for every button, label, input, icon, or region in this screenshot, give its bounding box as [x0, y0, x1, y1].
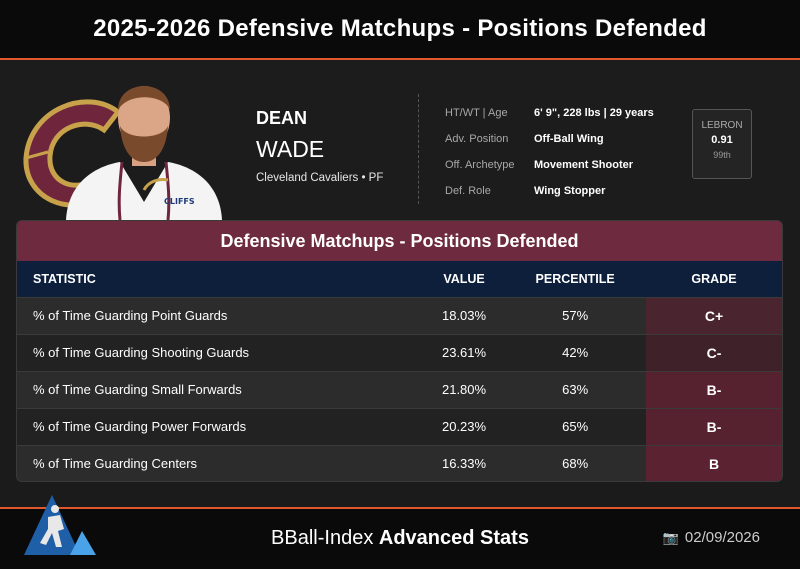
- table-row: % of Time Guarding Power Forwards 20.23%…: [17, 408, 782, 445]
- stat-percentile: 63%: [562, 382, 589, 397]
- stat-name: % of Time Guarding Shooting Guards: [33, 345, 250, 360]
- stat-value: 21.80%: [441, 382, 487, 397]
- stat-percentile: 65%: [562, 419, 589, 434]
- table-row: % of Time Guarding Shooting Guards 23.61…: [17, 334, 782, 371]
- stat-percentile: 68%: [562, 456, 589, 472]
- footer-bar: BBall-Index Advanced Stats 📷 02/09/2026: [0, 495, 800, 569]
- footer-date: 📷 02/09/2026: [663, 529, 760, 546]
- info-row-off-archetype: Off. Archetype Movement Shooter: [445, 152, 654, 178]
- stats-table: STATISTIC VALUE PERCENTILE GRADE % of Ti…: [17, 261, 782, 481]
- player-info-list: HT/WT | Age 6' 9", 228 lbs | 29 years Ad…: [445, 100, 654, 204]
- table-row: % of Time Guarding Centers 16.33% 68% B: [17, 445, 782, 481]
- camera-icon: 📷: [662, 530, 679, 545]
- stat-grade: C+: [646, 297, 782, 334]
- player-hero: CLIFFS DEAN WADE Cleveland Cavaliers • P…: [0, 60, 800, 220]
- info-label: Off. Archetype: [445, 159, 515, 171]
- top-title-bar: 2025-2026 Defensive Matchups - Positions…: [0, 0, 800, 60]
- info-label: HT/WT | Age: [445, 107, 508, 119]
- table-title: Defensive Matchups - Positions Defended: [17, 221, 782, 261]
- table-row: % of Time Guarding Point Guards 18.03% 5…: [17, 297, 782, 334]
- column-header-statistic: STATISTIC: [33, 271, 96, 286]
- stat-percentile: 57%: [562, 308, 589, 323]
- player-first-name: DEAN: [256, 108, 308, 128]
- footer-brand: BBall-Index Advanced Stats: [0, 527, 800, 550]
- info-value: Movement Shooter: [534, 159, 634, 171]
- lebron-percentile: 99th: [713, 150, 731, 160]
- stat-grade: C-: [646, 334, 782, 371]
- stat-value: 16.33%: [441, 456, 487, 472]
- stat-name: % of Time Guarding Point Guards: [33, 308, 228, 323]
- info-row-def-role: Def. Role Wing Stopper: [445, 178, 654, 204]
- info-value: Wing Stopper: [534, 185, 606, 197]
- lebron-badge: LEBRON 0.91 99th: [692, 109, 752, 179]
- stat-name: % of Time Guarding Small Forwards: [33, 382, 242, 397]
- info-value: 6' 9", 228 lbs | 29 years: [534, 107, 654, 119]
- jersey-sponsor: CLIFFS: [164, 197, 195, 206]
- stat-value: 20.23%: [441, 419, 487, 434]
- column-header-grade: GRADE: [691, 271, 737, 286]
- bball-index-logo-icon: [24, 495, 96, 555]
- player-last-name: WADE: [256, 136, 325, 162]
- column-header-percentile: PERCENTILE: [535, 271, 615, 286]
- page-title: 2025-2026 Defensive Matchups - Positions…: [93, 15, 707, 42]
- info-value: Off-Ball Wing: [534, 133, 604, 145]
- footer-brand-light: BBall-Index: [271, 527, 379, 549]
- info-label: Adv. Position: [445, 133, 509, 145]
- info-row-adv-position: Adv. Position Off-Ball Wing: [445, 126, 654, 152]
- lebron-value: 0.91: [711, 134, 733, 146]
- footer-brand-bold: Advanced Stats: [378, 527, 529, 549]
- stat-name: % of Time Guarding Power Forwards: [33, 419, 247, 434]
- stat-grade: B: [646, 445, 782, 481]
- lebron-label: LEBRON: [701, 120, 743, 131]
- info-label: Def. Role: [445, 185, 491, 197]
- stat-value: 18.03%: [441, 308, 487, 323]
- player-photo: CLIFFS: [66, 86, 222, 220]
- stat-name: % of Time Guarding Centers: [33, 456, 198, 472]
- footer-date-text: 02/09/2026: [684, 529, 760, 546]
- stat-percentile: 42%: [562, 345, 589, 360]
- table-row: % of Time Guarding Small Forwards 21.80%…: [17, 371, 782, 408]
- stat-grade: B-: [646, 371, 782, 408]
- stat-value: 23.61%: [441, 345, 487, 360]
- info-divider: [418, 94, 419, 204]
- defensive-matchups-card: Defensive Matchups - Positions Defended …: [16, 220, 783, 482]
- column-header-value: VALUE: [443, 271, 485, 286]
- stat-grade: B-: [646, 408, 782, 445]
- table-header-row: STATISTIC VALUE PERCENTILE GRADE: [17, 261, 782, 297]
- player-team-position: Cleveland Cavaliers • PF: [256, 172, 384, 184]
- info-row-height-weight-age: HT/WT | Age 6' 9", 228 lbs | 29 years: [445, 100, 654, 126]
